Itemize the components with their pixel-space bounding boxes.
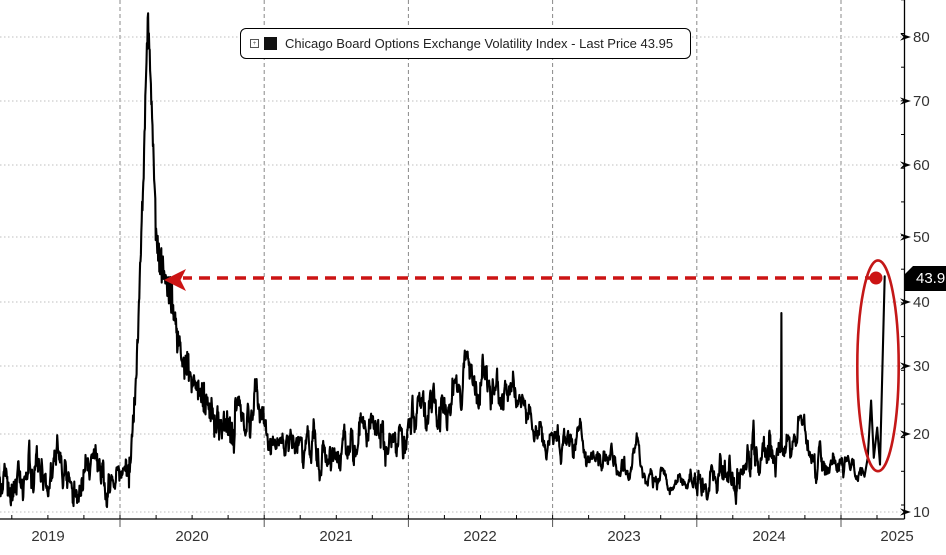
svg-text:50: 50 xyxy=(913,229,930,246)
svg-text:2023: 2023 xyxy=(607,528,640,545)
svg-text:20: 20 xyxy=(913,426,930,443)
svg-text:30: 30 xyxy=(913,358,930,375)
svg-text:2025: 2025 xyxy=(880,528,913,545)
svg-text:2024: 2024 xyxy=(752,528,785,545)
svg-text:80: 80 xyxy=(913,29,930,46)
svg-text:2019: 2019 xyxy=(31,528,64,545)
svg-text:2020: 2020 xyxy=(175,528,208,545)
svg-text:40: 40 xyxy=(913,294,930,311)
svg-text:10: 10 xyxy=(913,504,930,521)
svg-text:2022: 2022 xyxy=(463,528,496,545)
svg-text:60: 60 xyxy=(913,157,930,174)
svg-text:2021: 2021 xyxy=(319,528,352,545)
svg-text:70: 70 xyxy=(913,93,930,110)
